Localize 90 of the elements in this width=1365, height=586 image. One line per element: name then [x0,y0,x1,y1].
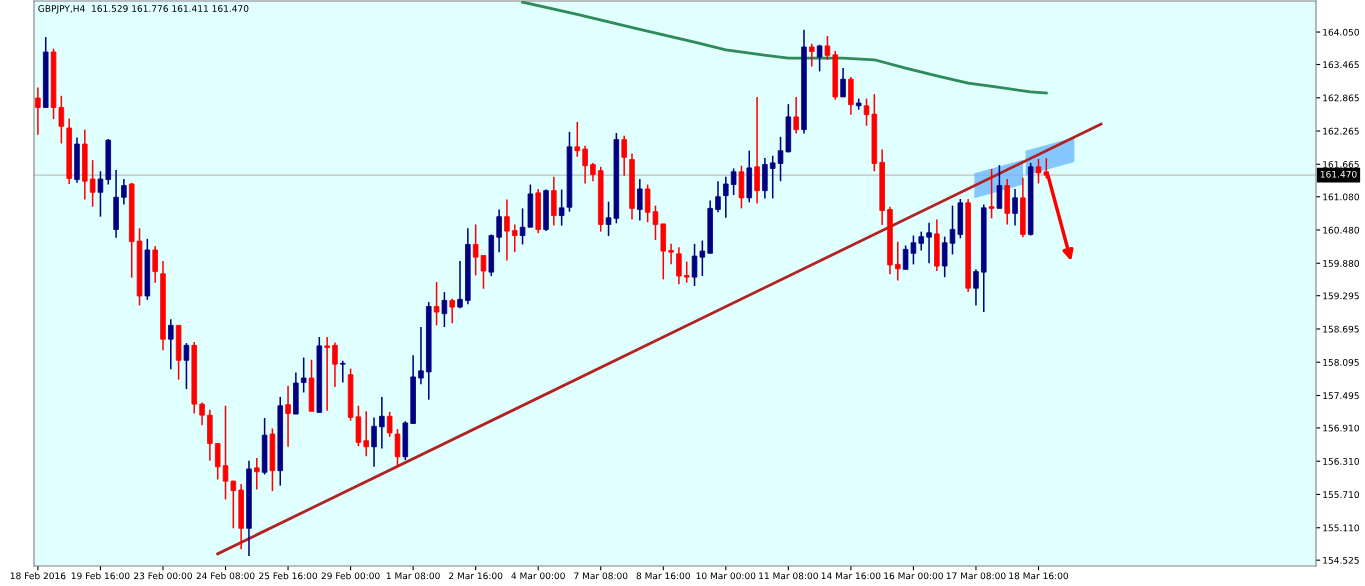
candlestick [809,42,815,68]
candlestick [121,178,127,206]
candlestick [926,222,932,265]
candlestick [433,281,440,327]
y-tick-label: 155.710 [1323,491,1359,499]
x-tick-label: 4 Mar 00:00 [511,572,565,580]
candlestick [816,44,823,73]
candlestick [214,442,221,481]
x-tick-label: 7 Mar 08:00 [574,572,628,580]
x-tick-label: 17 Mar 08:00 [946,572,1006,580]
x-tick-label: 18 Mar 16:00 [1009,572,1069,580]
candlestick [199,401,205,426]
candlestick [1035,158,1042,185]
candlestick [621,134,627,177]
candlestick [793,96,799,135]
candlestick [254,457,260,491]
candlestick [379,396,385,450]
x-tick-label: 11 Mar 08:00 [759,572,818,580]
candlestick [441,291,448,328]
y-tick-label: 162.265 [1323,127,1359,135]
x-tick-label: 16 Mar 00:00 [884,572,943,580]
candlestick [840,67,846,98]
x-tick-label: 10 Mar 00:00 [696,572,756,580]
candlestick [183,342,190,390]
ref-line-label: 161.470 [1320,170,1357,178]
candlestick [324,336,330,412]
candlestick [723,176,729,219]
candlestick [973,268,979,307]
y-tick-label: 164.050 [1323,28,1359,36]
candlestick [1012,188,1018,227]
candlestick [97,170,104,218]
y-tick-label: 162.865 [1323,94,1359,102]
y-tick-label: 158.695 [1323,325,1359,333]
candlestick [511,223,518,253]
x-tick-label: 23 Feb 00:00 [134,572,192,580]
candlestick [152,245,158,284]
candlestick [449,297,455,324]
candlestick [824,35,831,61]
y-tick-label: 163.465 [1323,61,1359,69]
x-tick-label: 19 Feb 16:00 [71,572,130,580]
candlestick [340,360,346,384]
candlestick [676,246,682,286]
y-tick-label: 161.665 [1323,161,1359,168]
candlestick [988,168,995,220]
candlestick [918,230,924,252]
candlestick [35,86,41,136]
x-tick-label: 25 Feb 16:00 [259,572,318,580]
y-tick-label: 156.910 [1323,424,1359,432]
x-tick-label: 24 Feb 08:00 [196,572,255,580]
y-tick-label: 157.495 [1323,392,1359,400]
candlestick [668,243,674,266]
candlestick [168,318,174,370]
candlestick [418,326,424,385]
y-tick-label: 160.480 [1323,226,1359,234]
candlestick [941,235,948,278]
candlestick [371,416,377,468]
x-tick-label: 18 Feb 2016 [10,572,66,580]
y-tick-label: 159.880 [1323,259,1359,267]
candlestick [895,240,901,282]
candlestick [363,410,369,457]
candlestick [574,121,581,158]
y-tick-label: 161.080 [1323,193,1359,201]
x-tick-label: 29 Feb 00:00 [321,572,380,580]
y-tick-label: 155.110 [1323,524,1359,532]
candlestick [496,208,502,253]
y-tick-label: 156.310 [1323,457,1359,465]
x-tick-label: 2 Mar 16:00 [449,572,503,580]
x-tick-label: 14 Mar 16:00 [821,572,881,580]
chart-title: GBPJPY,H4 161.529 161.776 161.411 161.470 [38,5,249,14]
candlestick [754,96,760,205]
candlestick [582,144,588,185]
candlestick [730,167,737,196]
candlestick [504,198,510,262]
y-tick-label: 154.525 [1323,556,1359,564]
candlestick [300,356,307,394]
candlestick [769,154,776,200]
candlestick [285,385,291,448]
candlestick [89,159,96,208]
candlestick [590,162,596,182]
candlestick [637,178,643,222]
x-tick-label: 8 Mar 16:00 [636,572,690,580]
x-tick-label: 1 Mar 08:00 [386,572,440,580]
candlestick [457,260,463,309]
candlestick [996,164,1003,210]
y-tick-label: 159.295 [1323,292,1359,300]
line-series [521,1,1048,95]
y-tick-label: 158.095 [1323,358,1359,366]
candlestick [332,341,338,388]
candlestick [715,180,721,214]
candlestick [683,260,690,284]
